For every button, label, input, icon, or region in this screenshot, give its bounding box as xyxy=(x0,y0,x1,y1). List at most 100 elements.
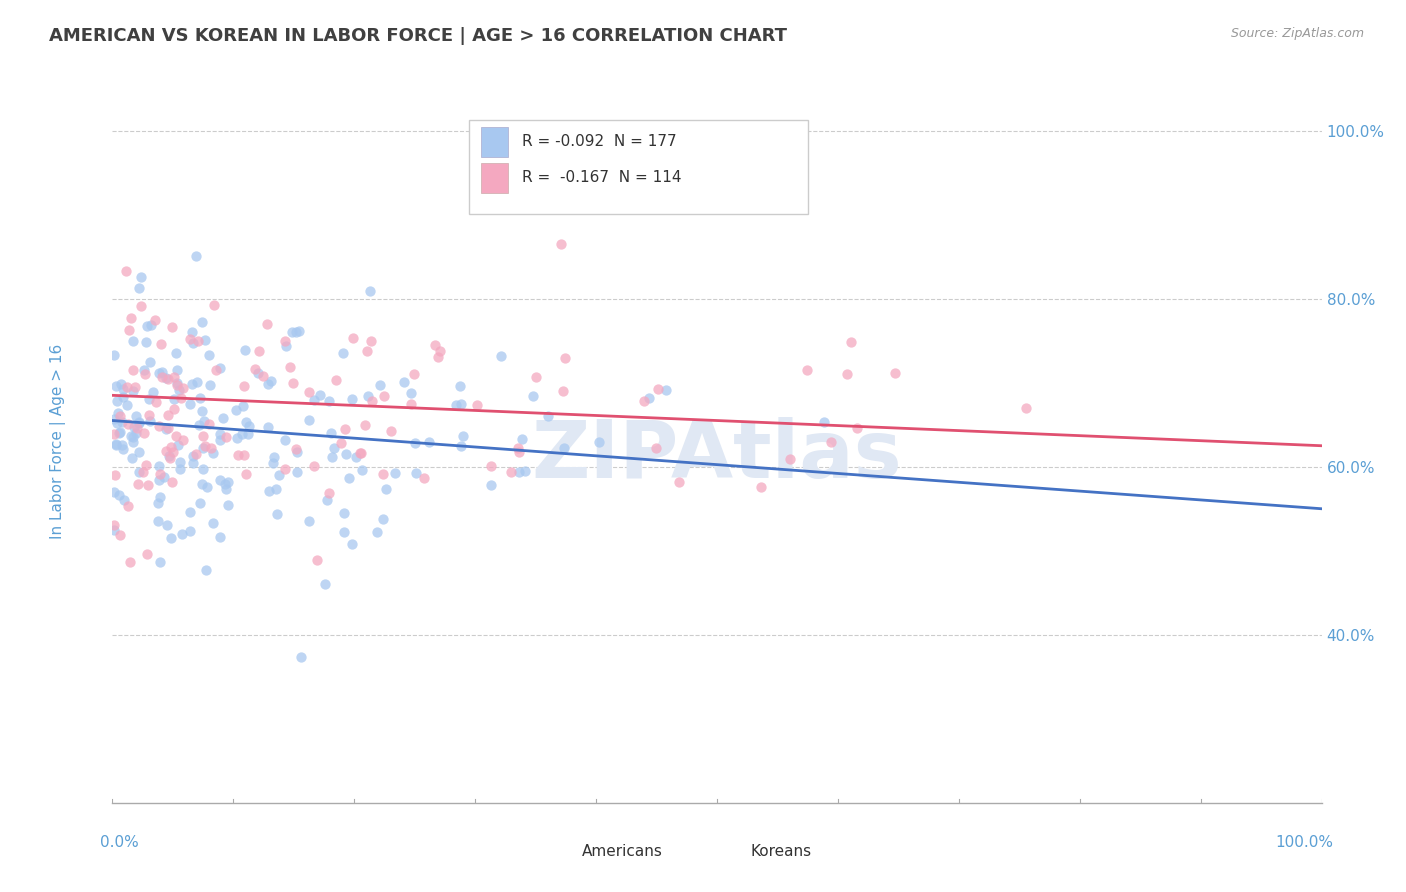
Point xyxy=(110,425,132,440)
Point xyxy=(188,391,211,405)
Point xyxy=(110,527,132,541)
Point xyxy=(257,419,280,434)
Point xyxy=(150,369,173,384)
Point xyxy=(394,375,416,389)
Point xyxy=(342,331,364,345)
Point xyxy=(499,465,522,479)
Point xyxy=(344,450,367,464)
Point xyxy=(796,363,818,377)
Point xyxy=(169,461,191,475)
Point xyxy=(278,359,301,374)
Text: AMERICAN VS KOREAN IN LABOR FORCE | AGE > 16 CORRELATION CHART: AMERICAN VS KOREAN IN LABOR FORCE | AGE … xyxy=(49,27,787,45)
Point xyxy=(841,334,863,349)
Point xyxy=(141,318,163,332)
Point xyxy=(274,334,297,348)
Point xyxy=(181,336,204,351)
Point xyxy=(423,338,446,352)
Point xyxy=(508,445,530,459)
Point xyxy=(111,438,134,452)
Point xyxy=(122,334,145,348)
Point xyxy=(166,363,188,377)
Point xyxy=(146,496,169,510)
Point xyxy=(481,478,503,492)
Point xyxy=(187,417,209,432)
Point xyxy=(115,398,138,412)
Point xyxy=(257,484,280,499)
Text: R =  -0.167  N = 114: R = -0.167 N = 114 xyxy=(523,170,682,186)
Point xyxy=(349,445,371,459)
Point xyxy=(166,377,188,392)
Point xyxy=(243,362,266,376)
Point xyxy=(156,518,179,533)
Point xyxy=(105,417,128,431)
Point xyxy=(820,435,842,450)
Point xyxy=(131,269,153,284)
Point xyxy=(274,433,297,447)
Point xyxy=(510,432,533,446)
Point xyxy=(157,420,180,434)
Point xyxy=(360,334,382,349)
Point xyxy=(357,389,380,403)
Point xyxy=(104,437,127,451)
Point xyxy=(263,450,285,464)
Point xyxy=(214,476,236,491)
Point xyxy=(314,576,336,591)
Point xyxy=(332,524,354,539)
Point xyxy=(135,334,157,349)
Point xyxy=(835,367,858,381)
Point xyxy=(128,281,150,295)
Point xyxy=(155,371,177,385)
Point xyxy=(170,527,193,541)
Point xyxy=(208,427,231,442)
Point xyxy=(238,427,260,442)
Point xyxy=(522,388,544,402)
Point xyxy=(366,524,388,539)
Point xyxy=(264,482,287,496)
Point xyxy=(194,333,217,347)
Point xyxy=(333,506,356,520)
Point xyxy=(302,393,325,408)
Point xyxy=(135,458,157,473)
Point xyxy=(122,384,145,398)
Point xyxy=(209,530,232,544)
Point xyxy=(380,424,402,438)
Point xyxy=(444,398,467,412)
Point xyxy=(139,414,162,428)
Point xyxy=(479,458,502,473)
Point xyxy=(155,421,177,435)
Point xyxy=(162,445,184,459)
Point xyxy=(157,449,180,463)
Point xyxy=(108,488,131,502)
Point xyxy=(181,376,204,391)
Point xyxy=(131,465,153,479)
Point xyxy=(749,480,772,494)
Point xyxy=(321,450,343,464)
Point xyxy=(190,315,212,329)
Point xyxy=(217,498,239,512)
Point xyxy=(247,343,270,358)
Point xyxy=(187,334,209,348)
Point xyxy=(375,482,398,496)
Point xyxy=(451,429,474,443)
Point xyxy=(349,446,371,460)
Point xyxy=(309,388,332,402)
Point xyxy=(340,392,363,407)
Point xyxy=(212,411,235,425)
Point xyxy=(232,399,254,413)
Point xyxy=(103,524,125,538)
Point xyxy=(191,441,214,455)
Point xyxy=(235,343,257,358)
Point xyxy=(450,397,472,411)
Point xyxy=(103,518,125,533)
Point xyxy=(127,476,149,491)
Point xyxy=(128,465,150,479)
Point xyxy=(172,433,194,447)
Point xyxy=(262,456,284,470)
Point xyxy=(208,473,231,487)
Point xyxy=(231,426,253,441)
Point xyxy=(232,448,254,462)
Point xyxy=(105,378,128,392)
Text: Source: ZipAtlas.com: Source: ZipAtlas.com xyxy=(1230,27,1364,40)
Point xyxy=(111,390,134,404)
Point xyxy=(198,417,221,431)
